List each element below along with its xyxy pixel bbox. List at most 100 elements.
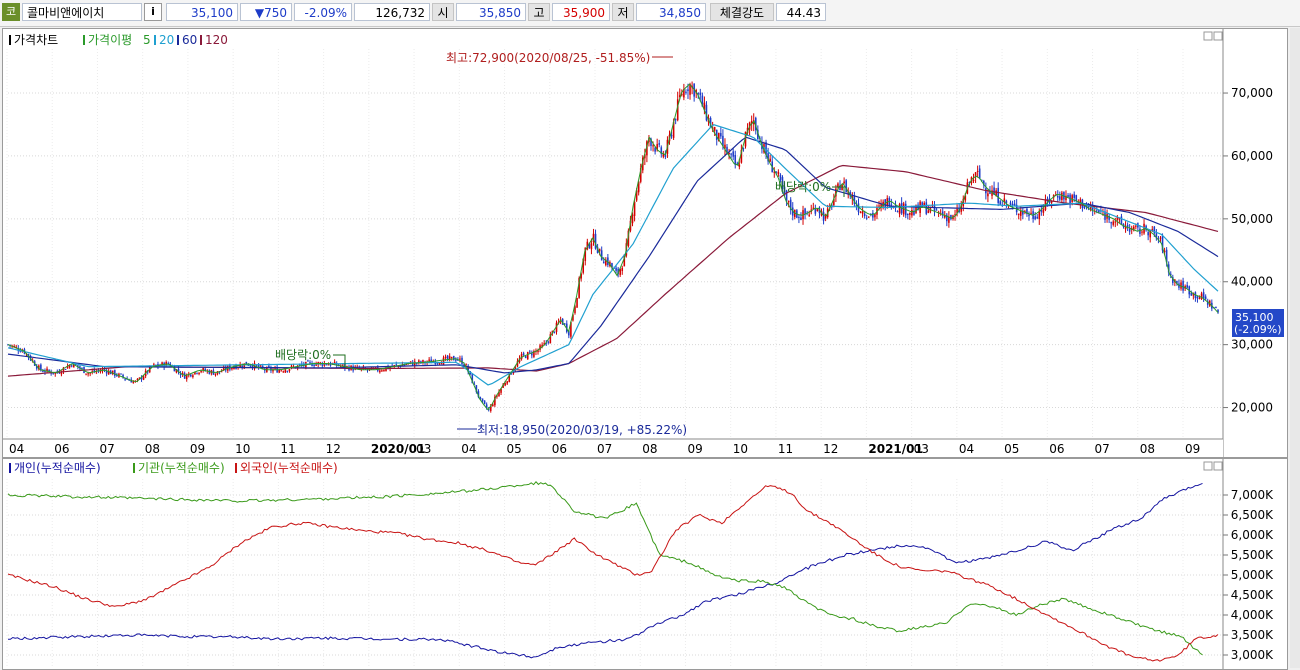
candle-body (190, 374, 192, 377)
candle-body (1169, 273, 1172, 276)
ma60-legend-marker (177, 35, 179, 45)
price-x-tick-label: 06 (54, 442, 69, 456)
annotations: 최고:72,900(2020/08/25, -51.85%) 최저:18,950… (275, 51, 845, 437)
panel-close-icon[interactable] (1213, 31, 1223, 41)
candle-body (282, 371, 285, 373)
candle-body (202, 368, 204, 371)
ma60-legend: 60 (182, 33, 197, 47)
candle-body (921, 202, 923, 208)
foreign-legend: 외국인(누적순매수) (240, 461, 338, 475)
price-chart: 70,000 60,000 50,000 40,000 30,000 20,000 04 0… (3, 29, 1284, 457)
candle-body (954, 214, 956, 216)
candle-body (465, 364, 467, 366)
candle-body (676, 99, 679, 121)
stock-name-field[interactable]: 콜마비앤에이치 (22, 3, 142, 21)
candle-body (418, 360, 420, 363)
candle-body (138, 377, 141, 380)
candle-body (1190, 292, 1193, 296)
candle-body (572, 314, 574, 321)
candle-body (859, 211, 862, 213)
flow-panel-close-icon[interactable] (1213, 461, 1223, 471)
price-x-tick-label: 08 (1140, 442, 1155, 456)
candle-body (97, 369, 100, 371)
price-x-tick-label: 09 (190, 442, 205, 456)
candle-body (1075, 195, 1078, 201)
candle-body (177, 368, 180, 372)
candle-body (498, 391, 500, 397)
candle-body (1132, 226, 1135, 231)
candle-body (687, 89, 689, 91)
candle-body (927, 210, 930, 213)
dividend-annotation-1: 배당락:0% (275, 348, 331, 362)
candle-body (288, 369, 291, 371)
candle-body (592, 233, 595, 243)
right-scrollbar[interactable] (1290, 28, 1300, 668)
candle-body (175, 369, 178, 373)
candle-body (286, 370, 289, 372)
candle-body (874, 214, 876, 218)
candle-body (906, 213, 909, 215)
candle-body (85, 373, 87, 375)
candle-body (459, 358, 461, 360)
candle-body (79, 366, 81, 369)
candle-body (867, 216, 870, 218)
candle-body (1071, 195, 1073, 202)
candle-body (452, 356, 455, 361)
candle-body (463, 364, 465, 366)
candle-body (580, 273, 582, 279)
ma120-legend-marker (200, 35, 202, 45)
price-change: ▼750 (240, 3, 292, 21)
low-label: 저 (612, 3, 634, 21)
candle-body (995, 190, 997, 196)
candle-body (35, 366, 38, 369)
price-x-tick-label: 07 (99, 442, 114, 456)
candle-body (114, 370, 116, 376)
candle-body (46, 368, 48, 372)
candle-body (1011, 204, 1014, 206)
price-x-tick-label: 09 (687, 442, 702, 456)
moving-averages (7, 83, 1219, 411)
price-x-tick-label: 03 (416, 442, 431, 456)
candle-body (1028, 214, 1030, 217)
candle-body (284, 369, 287, 373)
price-x-tick-label: 04 (9, 442, 24, 456)
candle-body (999, 201, 1002, 205)
candle-body (360, 368, 363, 370)
candle-body (120, 373, 122, 375)
candle-body (446, 355, 449, 360)
candle-body (1155, 233, 1158, 239)
candle-body (1036, 216, 1039, 219)
price-x-tick-label: 04 (959, 442, 974, 456)
candle-body (444, 356, 447, 359)
candle-body (518, 358, 521, 363)
panel-minimize-icon[interactable] (1203, 31, 1213, 41)
price-x-tick-label: 03 (914, 442, 929, 456)
candle-body (325, 364, 328, 366)
price-y-tick-label: 50,000 (1231, 212, 1273, 226)
price-x-tick-label: 08 (642, 442, 657, 456)
candle-body (724, 144, 726, 149)
candle-body (403, 364, 406, 366)
candle-body (878, 205, 880, 207)
candle-body (1013, 203, 1016, 206)
candle-body (208, 370, 211, 374)
candle-body (800, 217, 802, 221)
candle-body (611, 263, 613, 268)
dividend-arrow-2 (832, 186, 845, 197)
price-x-tick-label: 05 (1004, 442, 1019, 456)
open-label: 시 (432, 3, 454, 21)
candle-body (736, 163, 739, 165)
flow-panel-minimize-icon[interactable] (1203, 461, 1213, 471)
info-button[interactable]: i (144, 3, 162, 21)
ma20-legend: 20 (159, 33, 174, 47)
low-annotation: 최저:18,950(2020/03/19, +85.22%) (477, 423, 687, 437)
candle-body (717, 132, 720, 142)
volume: 126,732 (354, 3, 430, 21)
candle-body (539, 345, 541, 350)
candle-body (808, 214, 810, 216)
candle-body (222, 367, 225, 371)
candle-body (623, 254, 626, 267)
candle-body (239, 364, 241, 368)
ma5-legend: 5 (143, 33, 151, 47)
change-rate: -2.09% (294, 3, 352, 21)
